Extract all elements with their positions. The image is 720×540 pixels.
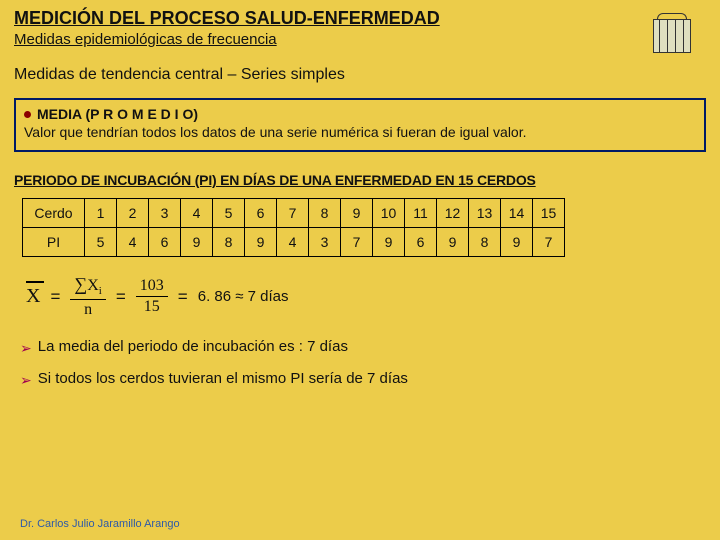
cell: 9	[341, 199, 373, 228]
fraction-numeric: 103 15	[136, 278, 168, 315]
table-row: PI 5 4 6 9 8 9 4 3 7 9 6 9 8 9 7	[23, 228, 565, 257]
cell: 13	[469, 199, 501, 228]
numerator: 103	[136, 278, 168, 297]
cell: 1	[85, 199, 117, 228]
cell: 9	[245, 228, 277, 257]
list-item: ➢ La media del periodo de incubación es …	[20, 338, 706, 358]
birdcage-icon	[645, 5, 700, 60]
equals-2: =	[116, 287, 126, 307]
list-item: ➢ Si todos los cerdos tuvieran el mismo …	[20, 370, 706, 390]
cell: 6	[245, 199, 277, 228]
formula-result: 6. 86 ≈ 7 días	[198, 288, 289, 305]
cell: 2	[117, 199, 149, 228]
main-subtitle: Medidas epidemiológicas de frecuencia	[14, 31, 706, 48]
cell: 4	[117, 228, 149, 257]
cell: 10	[373, 199, 405, 228]
media-definition-box: MEDIA (P R O M E D I O) Valor que tendrí…	[14, 98, 706, 152]
cell: 6	[149, 228, 181, 257]
bullet-dot-icon	[24, 111, 31, 118]
cell: 4	[181, 199, 213, 228]
denominator: 15	[144, 297, 160, 315]
fraction-sigma: ∑Xi n	[70, 275, 105, 318]
section-heading: Medidas de tendencia central – Series si…	[14, 66, 706, 84]
cell: 4	[277, 228, 309, 257]
cell: 8	[309, 199, 341, 228]
table-title: PERIODO DE INCUBACIÓN (PI) EN DÍAS DE UN…	[14, 172, 706, 188]
xi-sub: i	[99, 285, 102, 297]
xbar-letter: X	[26, 285, 40, 307]
cell: 9	[437, 228, 469, 257]
cell: 6	[405, 228, 437, 257]
cell: 9	[181, 228, 213, 257]
n-denom: n	[84, 300, 92, 318]
incubation-table: Cerdo 1 2 3 4 5 6 7 8 9 10 11 12 13 14 1…	[22, 198, 565, 257]
row-label: Cerdo	[23, 199, 85, 228]
conclusion-list: ➢ La media del periodo de incubación es …	[20, 338, 706, 390]
cell: 11	[405, 199, 437, 228]
table-row: Cerdo 1 2 3 4 5 6 7 8 9 10 11 12 13 14 1…	[23, 199, 565, 228]
xi: X	[87, 277, 99, 294]
main-title: MEDICIÓN DEL PROCESO SALUD-ENFERMEDAD	[14, 8, 706, 29]
cell: 12	[437, 199, 469, 228]
xbar-symbol: X	[26, 285, 40, 308]
bullet-text: Si todos los cerdos tuvieran el mismo PI…	[38, 370, 408, 387]
arrow-bullet-icon: ➢	[20, 338, 32, 358]
cell: 14	[501, 199, 533, 228]
cell: 3	[309, 228, 341, 257]
equals-3: =	[178, 287, 188, 307]
cell: 5	[85, 228, 117, 257]
cell: 3	[149, 199, 181, 228]
cell: 9	[501, 228, 533, 257]
mean-formula: X = ∑Xi n = 103 15 = 6. 86 ≈ 7 días	[26, 275, 706, 318]
equals-1: =	[50, 287, 60, 307]
cell: 8	[469, 228, 501, 257]
cell: 8	[213, 228, 245, 257]
sigma-icon: ∑	[74, 274, 87, 294]
author-footer: Dr. Carlos Julio Jaramillo Arango	[20, 518, 180, 530]
cell: 5	[213, 199, 245, 228]
cell: 7	[277, 199, 309, 228]
cell: 9	[373, 228, 405, 257]
row-label: PI	[23, 228, 85, 257]
arrow-bullet-icon: ➢	[20, 370, 32, 390]
media-header: MEDIA (P R O M E D I O)	[24, 106, 696, 122]
cell: 7	[533, 228, 565, 257]
media-term: MEDIA (P R O M E D I O)	[37, 106, 198, 122]
media-definition: Valor que tendrían todos los datos de un…	[24, 124, 696, 140]
slide-root: MEDICIÓN DEL PROCESO SALUD-ENFERMEDAD Me…	[0, 0, 720, 540]
bullet-text: La media del periodo de incubación es : …	[38, 338, 348, 355]
cell: 15	[533, 199, 565, 228]
cell: 7	[341, 228, 373, 257]
